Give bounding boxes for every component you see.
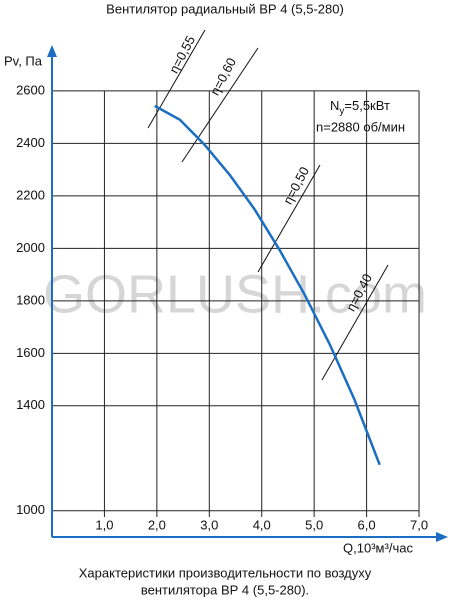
x-axis-label: Q,10³м³/час [343,540,413,555]
speed-label: n=2880 об/мин [316,119,405,134]
efficiency-line [147,29,206,129]
x-tick-label: 1,0 [95,517,113,532]
efficiency-label: η=0,50 [280,164,312,206]
data-line [154,104,381,466]
y-tick-label: 2400 [16,135,45,150]
power-part: y [339,106,344,117]
efficiency-line [321,264,389,381]
power-label: Ny=5,5кВт [330,98,390,116]
caption: Характеристики производительности по воз… [79,565,372,580]
y-axis-label: Pv, Па [4,53,43,68]
y-tick-label: 1000 [16,502,45,517]
y-tick-label: 1800 [16,292,45,307]
x-tick-label: 2,0 [148,517,166,532]
x-tick-label: 6,0 [358,517,376,532]
chart-title: Вентилятор радиальный ВР 4 (5,5-280) [106,1,344,16]
y-tick-label: 1600 [16,345,45,360]
axis-arrow [436,532,448,542]
power-part: =5,5кВт [344,98,390,113]
watermark: GORLUSH.com [43,264,427,324]
x-tick-label: 3,0 [200,517,218,532]
caption: вентилятора ВР 4 (5,5-280). [141,582,309,597]
x-tick-label: 7,0 [410,517,428,532]
efficiency-label: η=0,55 [166,33,198,75]
efficiency-line [181,47,259,163]
efficiency-line [257,164,321,273]
y-tick-label: 2000 [16,240,45,255]
x-tick-label: 4,0 [253,517,271,532]
y-tick-label: 2600 [16,82,45,97]
axis-arrow [47,45,57,57]
y-tick-label: 2200 [16,187,45,202]
y-tick-label: 1400 [16,397,45,412]
power-part: N [330,98,339,113]
x-tick-label: 5,0 [305,517,323,532]
